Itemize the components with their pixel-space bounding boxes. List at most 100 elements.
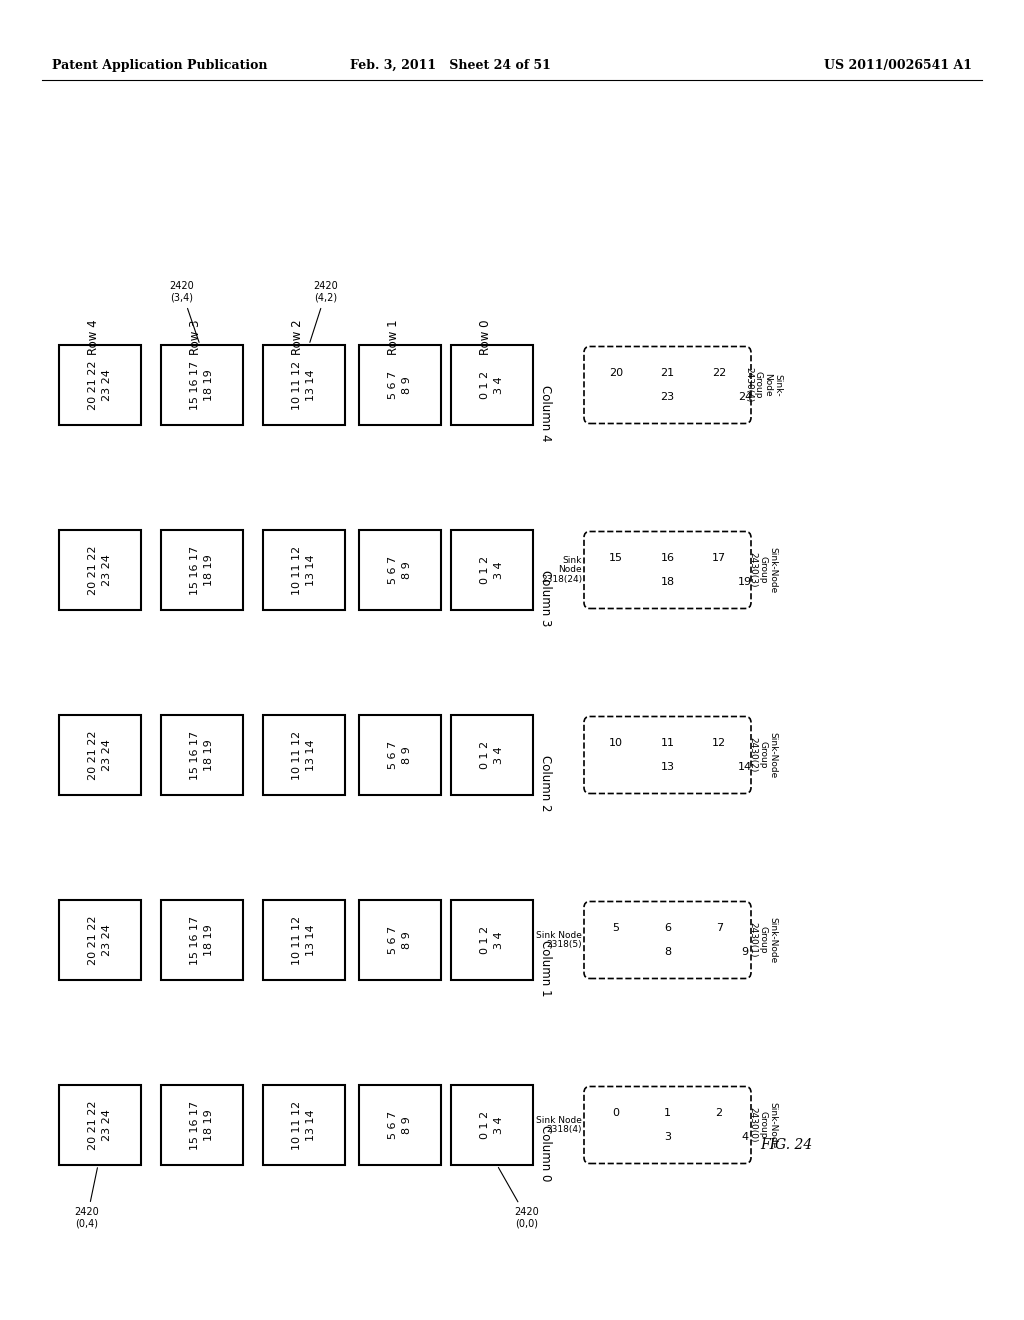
Text: 5 6 7
8 9: 5 6 7 8 9 [388,1111,412,1139]
Text: 7: 7 [716,923,723,933]
Text: 2420
(0,4): 2420 (0,4) [75,1168,99,1229]
Bar [359,531,441,610]
Bar [263,715,345,795]
Text: Row 3: Row 3 [189,319,202,355]
Text: Sink-Node
Group
2430(3): Sink-Node Group 2430(3) [749,546,777,593]
FancyBboxPatch shape [584,717,751,793]
Text: 14: 14 [738,762,752,772]
FancyBboxPatch shape [584,1086,751,1163]
Text: 15: 15 [609,553,623,564]
Text: 0 1 2
3 4: 0 1 2 3 4 [480,1111,504,1139]
Text: Column 1: Column 1 [539,940,552,997]
Text: 2: 2 [716,1109,723,1118]
Text: 12: 12 [712,738,726,748]
Bar [359,715,441,795]
Text: 0 1 2
3 4: 0 1 2 3 4 [480,371,504,399]
Bar [451,1085,534,1166]
Text: Patent Application Publication: Patent Application Publication [52,58,267,71]
Text: 0 1 2
3 4: 0 1 2 3 4 [480,925,504,954]
Bar [451,345,534,425]
Bar [161,715,243,795]
Text: 18: 18 [660,577,675,586]
Text: 22: 22 [712,368,726,379]
Text: 5 6 7
8 9: 5 6 7 8 9 [388,741,412,770]
Bar [161,900,243,979]
Bar [161,531,243,610]
Bar [59,715,141,795]
Text: 23: 23 [660,392,675,401]
Bar [359,900,441,979]
Text: 1: 1 [664,1109,671,1118]
Bar [359,1085,441,1166]
Text: 10 11 12
13 14: 10 11 12 13 14 [293,545,315,594]
Text: FIG. 24: FIG. 24 [760,1138,812,1152]
Text: 2420
(4,2): 2420 (4,2) [310,281,338,342]
Text: 20 21 22
23 24: 20 21 22 23 24 [88,730,112,780]
Text: 10: 10 [609,738,623,748]
Text: 5 6 7
8 9: 5 6 7 8 9 [388,371,412,399]
Text: 10 11 12
13 14: 10 11 12 13 14 [293,1101,315,1150]
Text: 19: 19 [738,577,752,586]
Text: Column 2: Column 2 [539,755,552,812]
Bar [451,900,534,979]
Text: 15 16 17
18 19: 15 16 17 18 19 [190,360,214,409]
Text: Sink-Node
Group
2430(1): Sink-Node Group 2430(1) [749,917,777,964]
Text: Row 2: Row 2 [291,319,304,355]
Bar [161,1085,243,1166]
Text: 2420
(3,4): 2420 (3,4) [170,281,199,342]
Bar [451,715,534,795]
Text: 5 6 7
8 9: 5 6 7 8 9 [388,556,412,583]
Text: Sink-Node
Group
2430(0): Sink-Node Group 2430(0) [749,1102,777,1148]
Text: 15 16 17
18 19: 15 16 17 18 19 [190,545,214,594]
Bar [263,531,345,610]
Bar [359,345,441,425]
Text: Sink Node
2318(4): Sink Node 2318(4) [537,1115,582,1134]
Text: Column 4: Column 4 [539,385,552,441]
Bar [451,531,534,610]
Text: 9: 9 [741,946,749,957]
Text: 4: 4 [741,1131,749,1142]
Text: 20: 20 [609,368,623,379]
Text: 13: 13 [660,762,675,772]
Text: 24: 24 [738,392,752,401]
Text: 10 11 12
13 14: 10 11 12 13 14 [293,360,315,409]
Text: Sink
Node
2318(24): Sink Node 2318(24) [541,556,582,585]
Text: 17: 17 [712,553,726,564]
Bar [263,1085,345,1166]
Text: Sink-
Node
Group
2430(4): Sink- Node Group 2430(4) [744,367,782,403]
Text: 11: 11 [660,738,675,748]
Bar [263,345,345,425]
Text: 3: 3 [664,1131,671,1142]
Text: Feb. 3, 2011   Sheet 24 of 51: Feb. 3, 2011 Sheet 24 of 51 [349,58,551,71]
Text: 6: 6 [664,923,671,933]
Text: Row 0: Row 0 [479,319,492,355]
Text: 8: 8 [664,946,671,957]
FancyBboxPatch shape [584,346,751,424]
Text: 16: 16 [660,553,675,564]
FancyBboxPatch shape [584,532,751,609]
Text: 15 16 17
18 19: 15 16 17 18 19 [190,730,214,780]
Text: Column 0: Column 0 [539,1125,552,1181]
Bar [59,345,141,425]
Text: Row 4: Row 4 [87,319,100,355]
FancyBboxPatch shape [584,902,751,978]
Bar [59,1085,141,1166]
Text: 15 16 17
18 19: 15 16 17 18 19 [190,1101,214,1150]
Text: 0 1 2
3 4: 0 1 2 3 4 [480,556,504,583]
Text: Column 3: Column 3 [539,570,552,627]
Text: 0 1 2
3 4: 0 1 2 3 4 [480,741,504,770]
Bar [59,531,141,610]
Bar [161,345,243,425]
Text: 2420
(0,0): 2420 (0,0) [499,1167,540,1229]
Text: 20 21 22
23 24: 20 21 22 23 24 [88,545,112,595]
Text: 5: 5 [612,923,620,933]
Text: 10 11 12
13 14: 10 11 12 13 14 [293,916,315,965]
Text: 10 11 12
13 14: 10 11 12 13 14 [293,730,315,780]
Text: Sink-Node
Group
2430(2): Sink-Node Group 2430(2) [749,731,777,777]
Bar [59,900,141,979]
Bar [263,900,345,979]
Text: 20 21 22
23 24: 20 21 22 23 24 [88,360,112,409]
Text: 5 6 7
8 9: 5 6 7 8 9 [388,925,412,954]
Text: Row 1: Row 1 [387,319,400,355]
Text: US 2011/0026541 A1: US 2011/0026541 A1 [824,58,972,71]
